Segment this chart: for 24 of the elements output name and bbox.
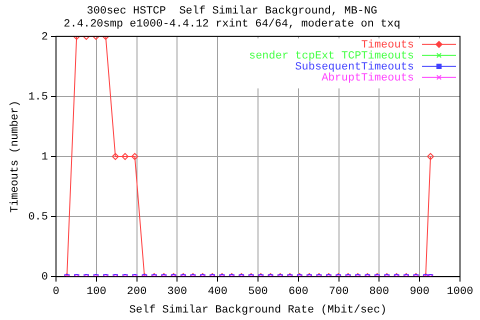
x-tick-label: 300 <box>167 286 188 298</box>
y-tick-label: 1.5 <box>28 91 48 104</box>
chart-title: 300sec HSTCP Self Similar Background, MB-NG <box>86 6 378 18</box>
y-axis-title: Timeouts (number) <box>10 100 22 213</box>
x-tick-label: 600 <box>288 286 308 298</box>
legend-label: AbruptTimeouts <box>322 72 414 84</box>
y-tick-label: 0.5 <box>28 211 48 224</box>
x-tick-label: 800 <box>369 286 390 298</box>
legend-label: sender tcpExt TCPTimeouts <box>248 50 414 62</box>
x-tick-label: 900 <box>410 286 430 298</box>
y-tick-label: 0 <box>41 272 48 284</box>
x-tick-label: 500 <box>248 286 268 298</box>
y-tick-label: 1 <box>41 151 48 164</box>
x-tick-label: 700 <box>328 286 349 298</box>
x-axis-title: Self Similar Background Rate (Mbit/sec) <box>129 304 387 316</box>
legend-label: Timeouts <box>361 39 414 52</box>
x-tick-label: 200 <box>126 286 147 298</box>
legend-label: SubsequentTimeouts <box>295 61 414 74</box>
x-tick-label: 100 <box>86 286 106 298</box>
x-tick-label: 0 <box>52 286 60 298</box>
chart-subtitle: 2.4.20smp e1000-4.4.12 rxint 64/64, moderate on txq <box>64 18 400 31</box>
x-tick-label: 400 <box>208 286 228 298</box>
x-tick-label: 1000 <box>446 286 474 298</box>
y-tick-label: 2 <box>41 31 48 44</box>
